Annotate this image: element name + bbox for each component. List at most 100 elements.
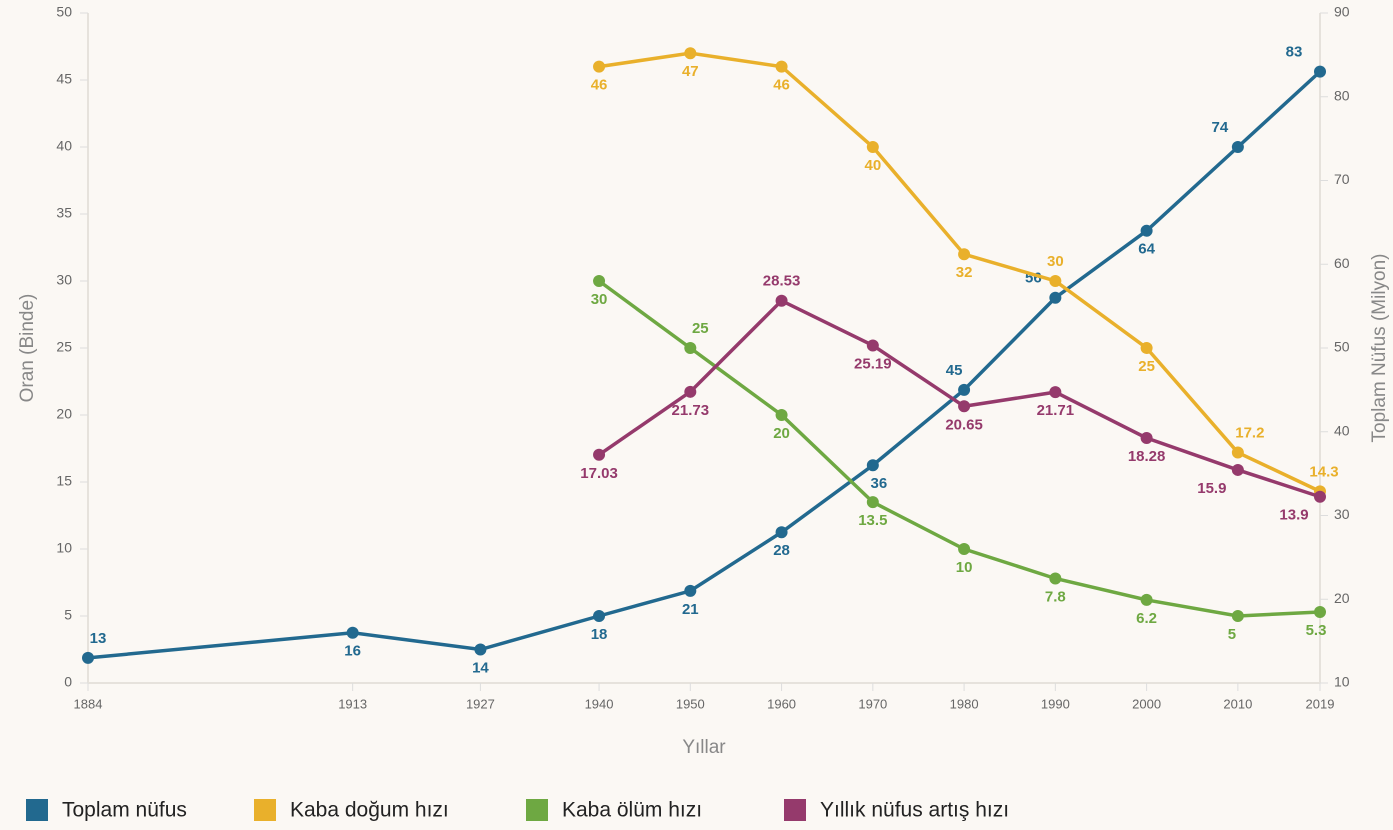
- point: [346, 626, 359, 639]
- data-label: 25: [1138, 358, 1155, 375]
- point: [1231, 463, 1244, 476]
- data-label: 18.28: [1128, 448, 1166, 465]
- y2-tick-label: 60: [1334, 255, 1350, 271]
- y-tick-label: 45: [56, 71, 72, 87]
- point: [1140, 224, 1153, 237]
- point: [775, 526, 788, 539]
- data-label: 7.8: [1045, 588, 1066, 605]
- y-tick-label: 15: [56, 473, 72, 489]
- legend-label: Toplam nüfus: [62, 799, 187, 822]
- point: [866, 339, 879, 352]
- x-tick-label: 1990: [1041, 696, 1070, 711]
- data-label: 40: [864, 157, 881, 174]
- data-label: 28: [773, 542, 790, 559]
- x-tick-label: 1927: [466, 696, 495, 711]
- point: [958, 248, 971, 261]
- series-line: [87, 70, 1322, 660]
- data-label: 32: [956, 264, 973, 281]
- legend-label: Kaba ölüm hızı: [562, 799, 702, 822]
- data-label: 25.19: [854, 355, 892, 372]
- data-label: 45: [946, 362, 963, 379]
- y-axis-label: Oran (Binde): [17, 294, 38, 403]
- y-tick-label: 40: [56, 138, 72, 154]
- data-label: 74: [1212, 119, 1229, 136]
- data-label: 14.3: [1309, 463, 1338, 480]
- point: [1314, 65, 1326, 78]
- data-label: 30: [1047, 253, 1064, 270]
- data-label: 13.9: [1279, 507, 1308, 524]
- x-axis-label: Yıllar: [682, 737, 726, 758]
- data-label: 30: [591, 291, 608, 308]
- x-tick-label: 2000: [1132, 696, 1161, 711]
- y-tick-label: 50: [56, 4, 72, 20]
- point: [866, 459, 879, 472]
- data-label: 17.2: [1235, 424, 1264, 441]
- legend-swatch: [784, 799, 806, 821]
- point: [684, 385, 697, 398]
- point: [775, 409, 788, 421]
- data-label: 20: [773, 425, 790, 442]
- point: [593, 610, 606, 622]
- data-label: 13.5: [858, 512, 887, 529]
- data-label: 16: [344, 643, 361, 660]
- x-tick-label: 1913: [338, 696, 367, 711]
- point: [474, 643, 487, 656]
- y-tick-label: 20: [56, 406, 72, 422]
- data-label: 83: [1286, 44, 1303, 61]
- point: [1140, 593, 1153, 606]
- point: [866, 141, 879, 153]
- data-label: 47: [682, 63, 699, 80]
- data-label: 5: [1228, 626, 1236, 643]
- data-label: 15.9: [1197, 480, 1226, 497]
- y-tick-label: 5: [64, 607, 72, 623]
- data-label: 14: [472, 659, 489, 676]
- x-tick-label: 1960: [767, 696, 796, 711]
- point: [958, 543, 971, 555]
- point: [866, 496, 879, 509]
- data-label: 5.3: [1306, 622, 1327, 639]
- x-tick-label: 2010: [1223, 696, 1252, 711]
- point: [684, 342, 697, 354]
- legend-swatch: [254, 799, 276, 821]
- point: [1140, 432, 1153, 445]
- data-label: 13: [90, 630, 107, 647]
- point: [958, 383, 971, 396]
- point: [1231, 610, 1244, 622]
- y2-tick-label: 20: [1334, 590, 1350, 606]
- data-label: 10: [956, 559, 973, 576]
- legend-swatch: [26, 799, 48, 821]
- point: [82, 651, 94, 664]
- y2-tick-label: 80: [1334, 87, 1350, 103]
- point: [958, 400, 971, 413]
- point: [775, 60, 788, 73]
- x-tick-label: 2019: [1306, 696, 1335, 711]
- x-tick-label: 1970: [858, 696, 887, 711]
- y2-tick-label: 10: [1334, 674, 1350, 690]
- data-label: 21.73: [672, 402, 710, 419]
- y2-tick-label: 70: [1334, 171, 1350, 187]
- data-label: 36: [870, 475, 887, 492]
- y2-tick-label: 30: [1334, 506, 1350, 522]
- data-label: 18: [591, 626, 608, 643]
- point: [1314, 490, 1326, 503]
- point: [1314, 605, 1326, 618]
- data-label: 46: [591, 77, 608, 94]
- legend-label: Kaba doğum hızı: [290, 799, 449, 822]
- point: [1049, 291, 1062, 304]
- point: [1231, 446, 1244, 459]
- y2-tick-label: 50: [1334, 339, 1350, 355]
- y-tick-label: 25: [56, 339, 72, 355]
- data-label: 17.03: [580, 465, 618, 482]
- legend-label: Yıllık nüfus artış hızı: [820, 799, 1009, 822]
- point: [593, 275, 606, 287]
- legend-swatch: [526, 799, 548, 821]
- y2-tick-label: 90: [1334, 4, 1350, 20]
- y-tick-label: 35: [56, 205, 72, 221]
- data-label: 21.71: [1037, 402, 1075, 419]
- point: [1049, 386, 1062, 399]
- y2-axis-label: Toplam Nüfus (Milyon): [1369, 254, 1390, 443]
- data-label: 64: [1138, 241, 1155, 258]
- point: [593, 448, 606, 461]
- point: [593, 60, 606, 73]
